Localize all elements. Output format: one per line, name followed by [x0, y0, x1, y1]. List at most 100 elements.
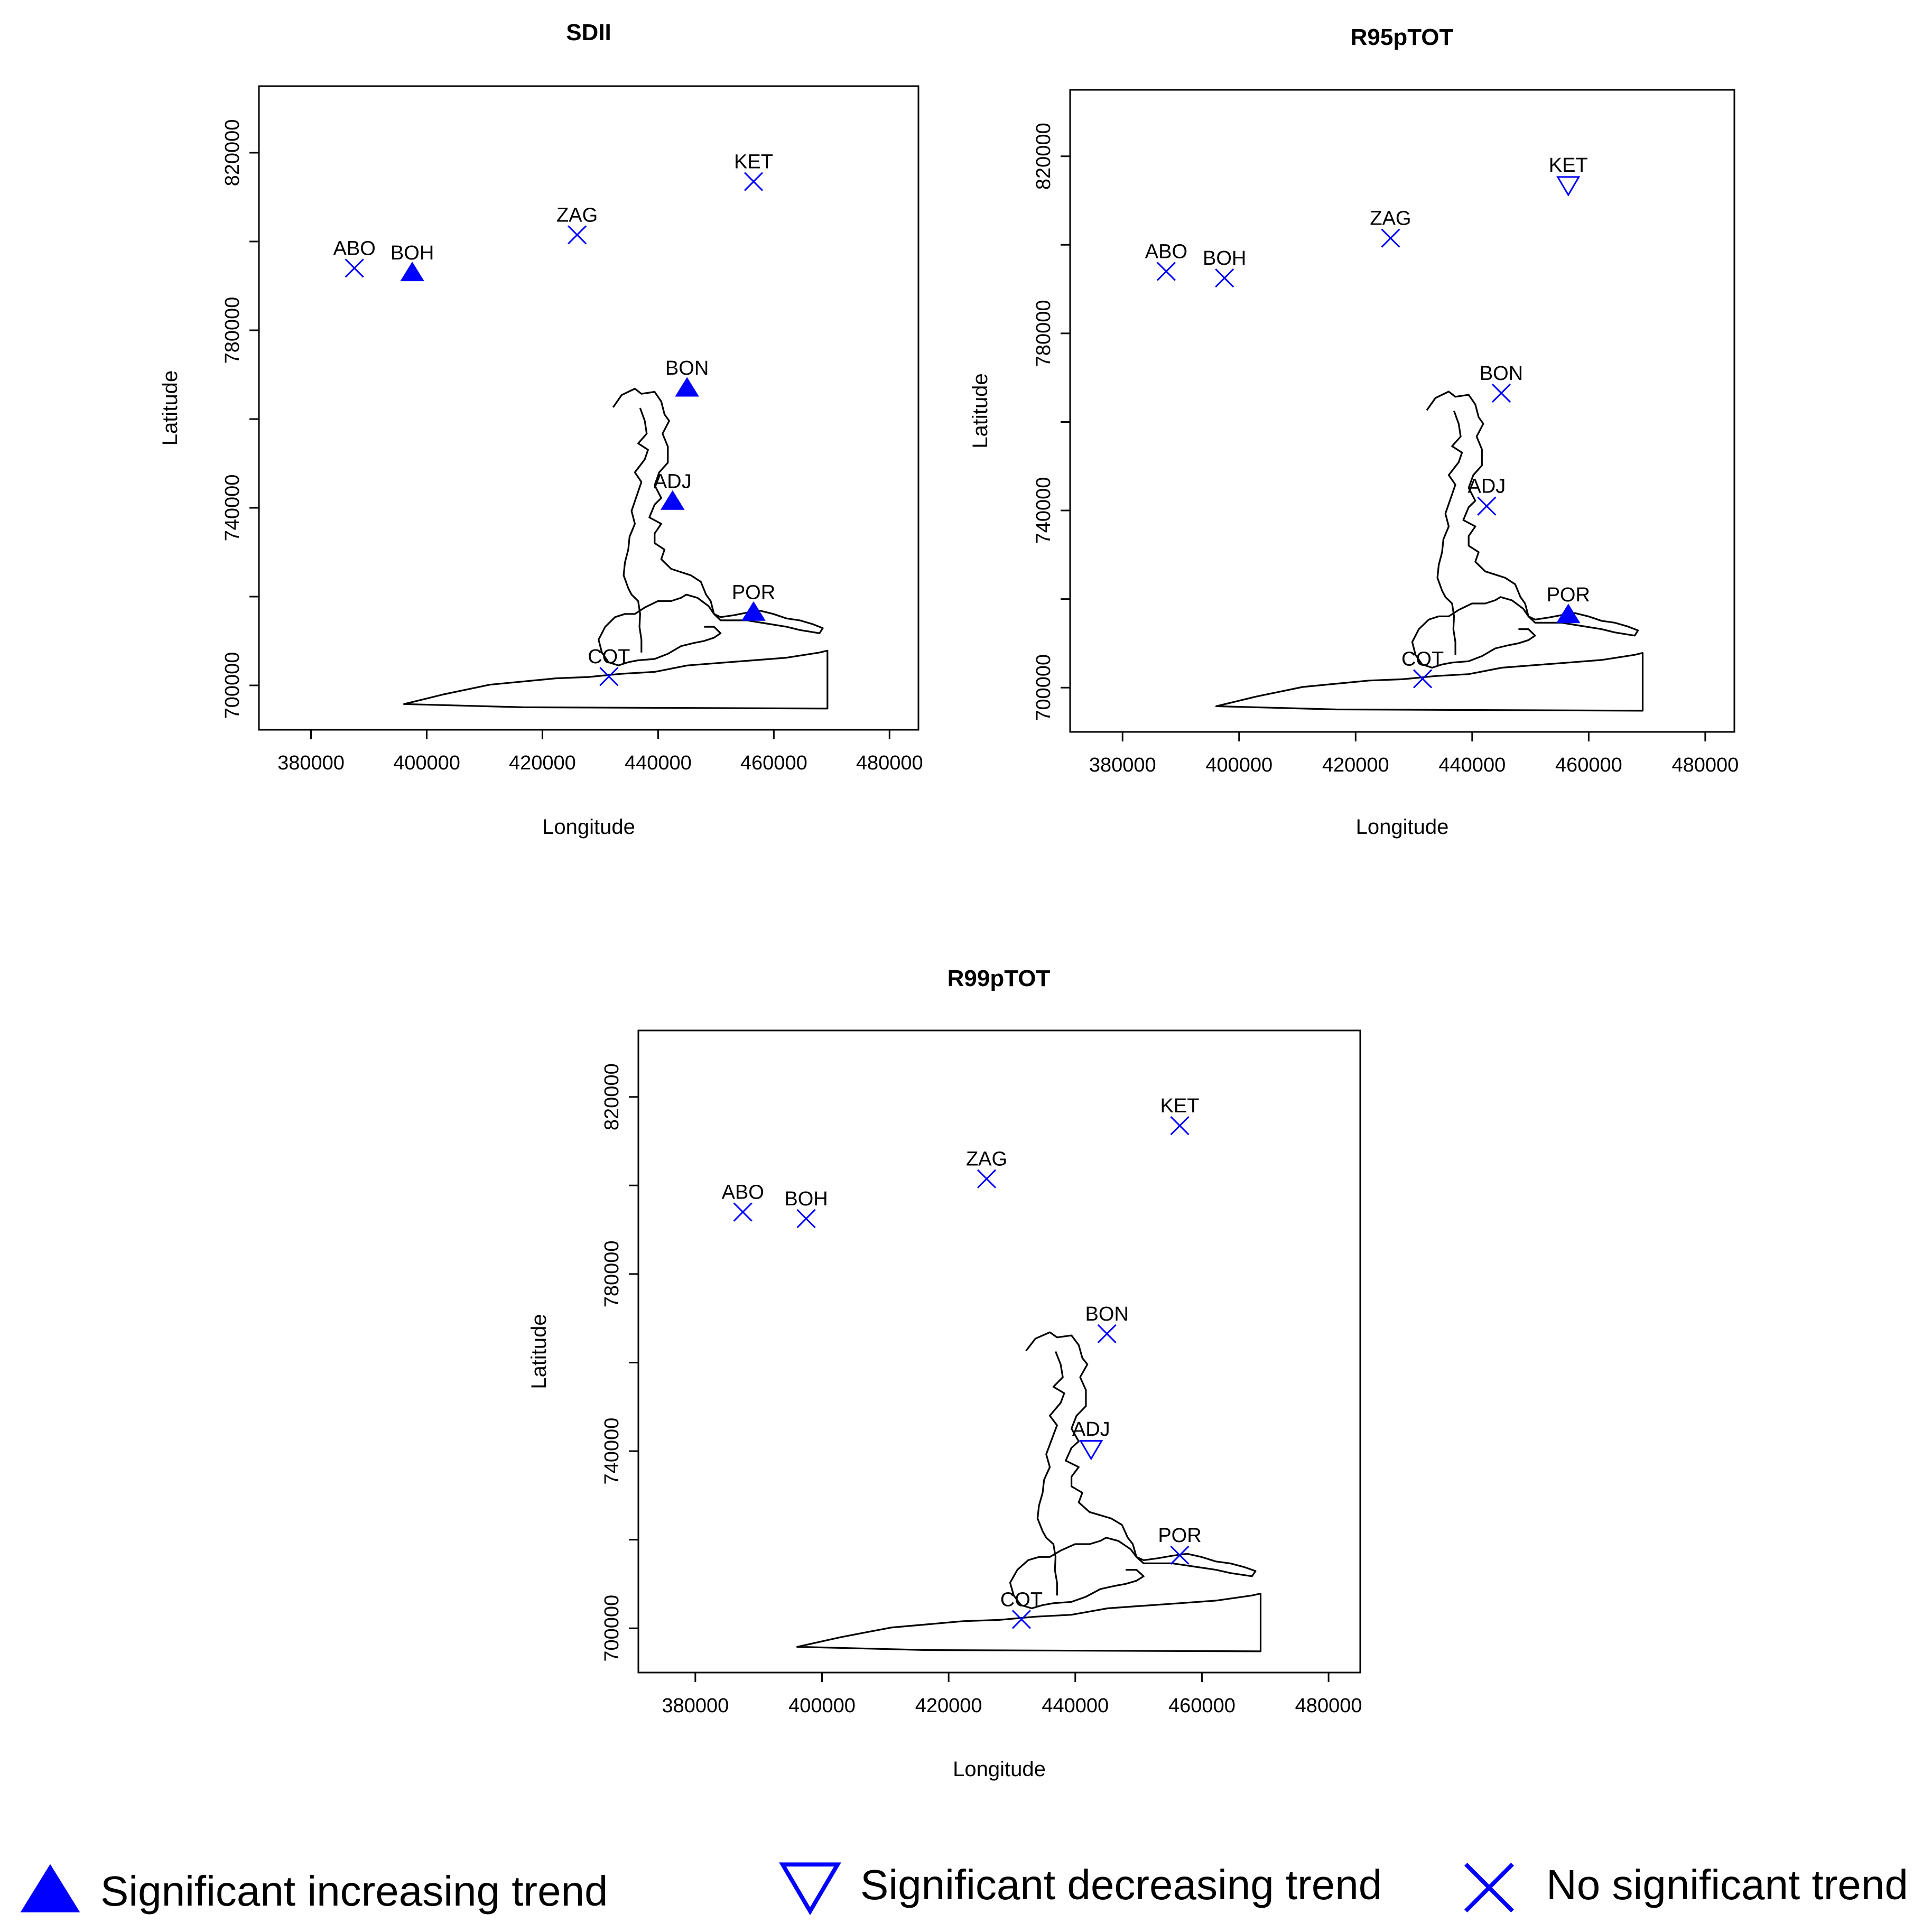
station-label: ZAG: [1370, 208, 1411, 230]
station-boh: BOH: [1203, 247, 1246, 288]
marker-no-trend-cross: [1156, 262, 1176, 281]
marker-no-trend-cross: [977, 1169, 997, 1188]
station-label: KET: [1549, 154, 1588, 177]
x-tick-label: 460000: [740, 752, 807, 774]
marker-decreasing-triangle: [1556, 176, 1581, 197]
marker-no-trend-cross: [1464, 1863, 1514, 1912]
station-label: ADJ: [654, 470, 692, 493]
station-adj: ADJ: [654, 470, 692, 510]
x-tick-label: 460000: [1555, 754, 1622, 776]
plot-frame: [1069, 89, 1735, 733]
x-tick-label: 440000: [1042, 1695, 1109, 1717]
y-axis-label: Latitude: [969, 373, 992, 448]
marker-no-trend-cross: [796, 1209, 816, 1229]
station-por: POR: [732, 581, 775, 621]
x-tick-label: 420000: [1322, 754, 1389, 776]
station-label: COT: [1000, 1589, 1043, 1611]
legend: Significant increasing trend Significant …: [20, 1861, 1908, 1916]
station-label: ZAG: [556, 204, 598, 226]
chart-panel-r99ptot: R99pTOT 380000 400000 420000 440000 460000 480…: [527, 965, 1362, 1781]
marker-increasing-triangle: [741, 601, 766, 621]
station-abo: ABO: [333, 237, 376, 278]
marker-no-trend-cross: [1413, 669, 1433, 689]
y-tick-label: 820000: [601, 1063, 623, 1130]
y-tick-label: 740000: [601, 1418, 623, 1485]
station-label: ABO: [722, 1182, 764, 1204]
station-label: ADJ: [1072, 1418, 1110, 1441]
y-tick-label: 780000: [1033, 300, 1055, 367]
marker-increasing-triangle: [20, 1864, 80, 1912]
station-label: KET: [734, 151, 773, 173]
legend-label: Significant increasing trend: [100, 1868, 608, 1915]
legend-item-increasing: Significant increasing trend: [20, 1864, 608, 1915]
station-adj: ADJ: [1072, 1418, 1110, 1461]
station-label: ABO: [1145, 241, 1187, 263]
station-ket: KET: [734, 151, 773, 191]
marker-no-trend-cross: [345, 258, 364, 278]
x-tick-label: 420000: [915, 1695, 982, 1717]
station-label: POR: [732, 581, 775, 603]
chart-title: SDII: [566, 20, 611, 45]
x-axis-label: Longitude: [1356, 815, 1449, 839]
x-tick-label: 420000: [509, 752, 576, 774]
station-label: BOH: [1203, 247, 1246, 270]
station-label: COT: [588, 646, 630, 668]
marker-no-trend-cross: [599, 667, 619, 686]
chart-title: R95pTOT: [1351, 24, 1454, 50]
station-cot: COT: [588, 646, 630, 686]
station-label: BON: [665, 357, 709, 379]
marker-no-trend-cross: [1170, 1545, 1190, 1565]
coastline-map: [403, 387, 829, 710]
legend-label: Significant decreasing trend: [860, 1861, 1382, 1908]
y-tick-label: 740000: [221, 475, 244, 542]
coastline-map: [796, 1331, 1262, 1652]
station-label: ZAG: [966, 1148, 1007, 1171]
marker-no-trend-cross: [568, 225, 587, 245]
y-tick-label: 700000: [1033, 654, 1055, 721]
station-label: BOH: [391, 242, 434, 264]
legend-label: No significant trend: [1546, 1861, 1908, 1908]
filled-triangle-icon: [20, 1864, 80, 1912]
marker-decreasing-triangle: [779, 1862, 841, 1916]
station-label: KET: [1160, 1095, 1200, 1117]
x-tick-label: 460000: [1168, 1695, 1236, 1717]
station-label: COT: [1401, 648, 1444, 670]
station-label: BON: [1480, 363, 1523, 385]
marker-no-trend-cross: [1215, 268, 1234, 288]
x-tick-label: 480000: [856, 752, 923, 774]
marker-no-trend-cross: [744, 172, 764, 191]
marker-increasing-triangle: [660, 490, 685, 510]
marker-no-trend-cross: [1011, 1610, 1032, 1629]
marker-no-trend-cross: [1097, 1324, 1117, 1344]
y-axis-label: Latitude: [159, 370, 182, 445]
x-tick-label: 440000: [1438, 754, 1506, 776]
x-tick-label: 400000: [393, 752, 460, 774]
marker-no-trend-cross: [1170, 1116, 1190, 1136]
station-por: POR: [1547, 584, 1590, 624]
marker-increasing-triangle: [1556, 603, 1581, 624]
x-axis-label: Longitude: [953, 1758, 1046, 1781]
x-tick-label: 480000: [1671, 754, 1739, 776]
station-bon: BON: [1085, 1303, 1129, 1344]
station-por: POR: [1158, 1525, 1202, 1565]
x-tick-label: 400000: [788, 1695, 856, 1717]
station-ket: KET: [1549, 154, 1588, 197]
station-boh: BOH: [391, 242, 434, 282]
cross-icon: [1464, 1863, 1514, 1912]
station-label: BOH: [784, 1188, 828, 1210]
x-tick-label: 440000: [625, 752, 692, 774]
chart-panel-sdii: SDII 380000 400000 420000 440000 460000 480000…: [159, 20, 923, 839]
station-label: POR: [1547, 584, 1590, 606]
marker-no-trend-cross: [1381, 228, 1400, 248]
plot-frame: [258, 85, 919, 731]
station-label: POR: [1158, 1525, 1201, 1547]
x-tick-label: 480000: [1295, 1695, 1362, 1717]
station-label: ABO: [333, 237, 376, 259]
y-tick-label: 820000: [221, 119, 244, 187]
y-tick-label: 780000: [601, 1240, 623, 1307]
chart-title: R99pTOT: [948, 965, 1051, 991]
x-tick-label: 380000: [277, 752, 345, 774]
y-tick-label: 700000: [221, 652, 244, 719]
marker-no-trend-cross: [733, 1202, 753, 1222]
